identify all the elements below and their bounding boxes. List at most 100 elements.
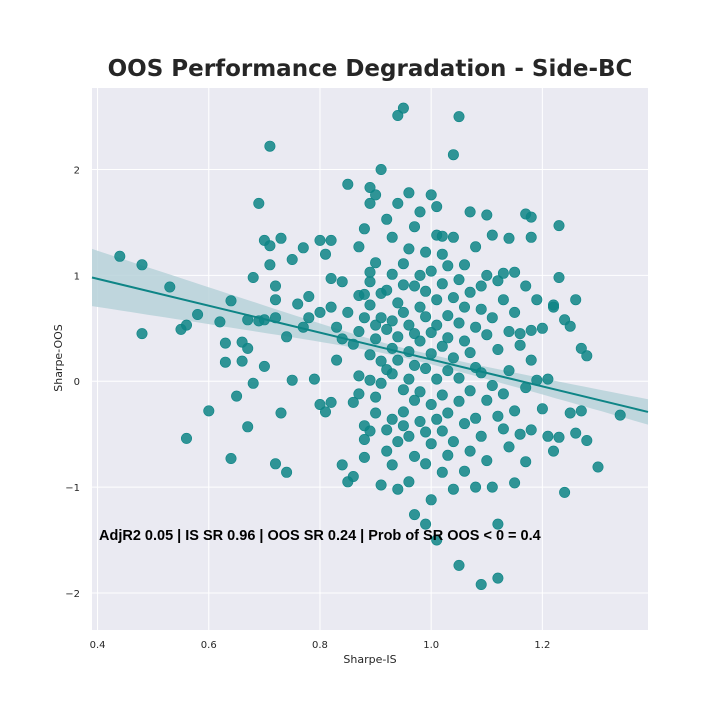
data-point	[414, 301, 426, 313]
data-point	[375, 479, 387, 491]
data-point	[553, 220, 565, 232]
data-point	[325, 396, 337, 408]
data-point	[536, 322, 548, 334]
x-tick-label: 0.6	[201, 640, 217, 651]
data-point	[464, 385, 476, 397]
data-point	[403, 373, 415, 385]
data-point	[331, 354, 343, 366]
data-point	[375, 355, 387, 367]
data-point	[525, 354, 537, 366]
data-point	[370, 257, 382, 269]
data-point	[436, 340, 448, 352]
data-point	[514, 339, 526, 351]
x-axis-label: Sharpe-IS	[343, 653, 396, 666]
data-point	[442, 365, 454, 377]
data-point	[447, 292, 459, 304]
data-point	[425, 326, 437, 338]
data-point	[559, 486, 571, 498]
data-point	[381, 323, 393, 335]
data-point	[481, 329, 493, 341]
data-point	[581, 350, 593, 362]
data-point	[269, 294, 281, 306]
data-point	[375, 377, 387, 389]
confidence-band	[92, 248, 648, 425]
data-point	[392, 331, 404, 343]
data-point	[570, 427, 582, 439]
data-point	[408, 450, 420, 462]
data-point	[447, 149, 459, 161]
data-point	[592, 461, 604, 473]
data-point	[447, 436, 459, 448]
data-point	[214, 316, 226, 328]
data-point	[475, 430, 487, 442]
data-point	[542, 430, 554, 442]
chart-title: OOS Performance Degradation - Side-BC	[107, 56, 633, 82]
data-point	[420, 458, 432, 470]
tick-labels: 0.4 0.6 0.8 1.0 1.2 −2 −1 0 1 2	[65, 166, 550, 651]
data-point	[203, 405, 215, 417]
data-point	[431, 319, 443, 331]
data-point	[503, 365, 515, 377]
data-point	[442, 449, 454, 461]
data-point	[431, 534, 443, 546]
data-point	[470, 481, 482, 493]
data-point	[242, 342, 254, 354]
data-point	[475, 303, 487, 315]
data-point	[397, 279, 409, 291]
data-point	[408, 280, 420, 292]
data-point	[408, 394, 420, 406]
data-point	[370, 407, 382, 419]
data-point	[514, 428, 526, 440]
data-point	[458, 301, 470, 313]
data-point	[219, 337, 231, 349]
data-point	[336, 459, 348, 471]
data-point	[381, 284, 393, 296]
data-point	[464, 286, 476, 298]
data-point	[408, 359, 420, 371]
data-point	[264, 140, 276, 152]
regression-line-layer	[91, 276, 649, 413]
data-point	[386, 315, 398, 327]
data-point	[486, 379, 498, 391]
data-point	[420, 426, 432, 438]
y-tick-label: 1	[74, 271, 80, 282]
data-point	[581, 434, 593, 446]
data-point	[447, 352, 459, 364]
data-point	[314, 306, 326, 318]
data-point	[403, 187, 415, 199]
data-point	[319, 406, 331, 418]
data-point	[497, 294, 509, 306]
data-point	[436, 425, 448, 437]
data-point	[136, 259, 148, 271]
data-point	[370, 333, 382, 345]
data-point	[614, 409, 626, 421]
data-point	[258, 360, 270, 372]
data-point	[492, 343, 504, 355]
data-point	[319, 248, 331, 260]
data-point	[408, 221, 420, 233]
data-point	[392, 197, 404, 209]
data-point	[364, 374, 376, 386]
data-point	[492, 518, 504, 530]
data-points	[114, 102, 626, 590]
data-point	[264, 240, 276, 252]
data-point	[114, 250, 126, 262]
data-point	[231, 390, 243, 402]
data-point	[525, 424, 537, 436]
data-point	[297, 242, 309, 254]
data-point	[414, 386, 426, 398]
data-point	[281, 331, 293, 343]
data-point	[219, 356, 231, 368]
data-point	[509, 405, 521, 417]
data-point	[442, 407, 454, 419]
data-point	[547, 445, 559, 457]
data-point	[381, 424, 393, 436]
data-point	[392, 297, 404, 309]
data-point	[364, 349, 376, 361]
data-point	[436, 248, 448, 260]
data-point	[475, 578, 487, 590]
data-point	[392, 354, 404, 366]
data-point	[397, 384, 409, 396]
data-point	[325, 234, 337, 246]
data-point	[358, 312, 370, 324]
